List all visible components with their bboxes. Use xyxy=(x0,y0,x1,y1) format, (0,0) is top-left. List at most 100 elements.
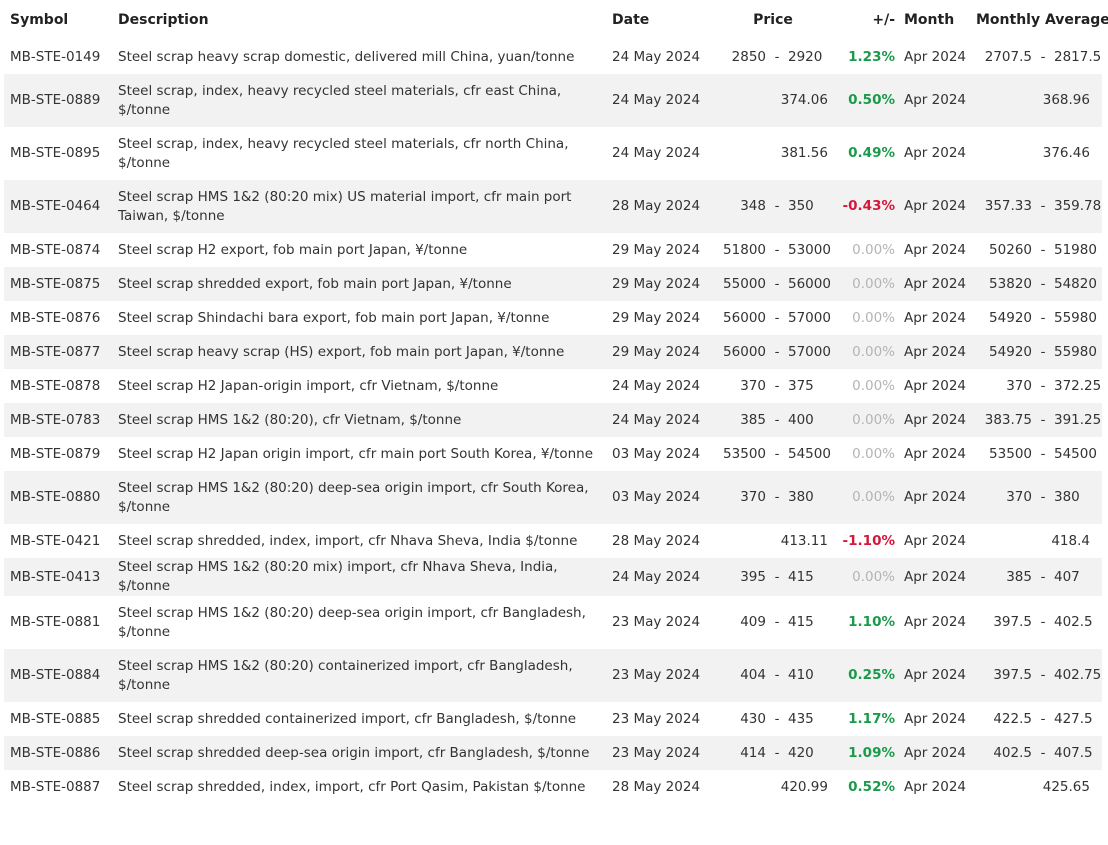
price: 348-350 xyxy=(706,180,834,233)
range-high: 54500 xyxy=(788,445,831,462)
range-low: 370 xyxy=(740,377,766,394)
range-high: 53000 xyxy=(788,241,831,258)
range-separator: - xyxy=(1040,275,1046,292)
value-range: 409-415 xyxy=(712,613,834,632)
description: Steel scrap HMS 1&2 (80:20) deep-sea ori… xyxy=(118,479,589,515)
range-high: 380 xyxy=(1054,489,1080,505)
symbol: MB-STE-0876 xyxy=(10,309,101,326)
value-range: 56000-57000 xyxy=(712,343,834,362)
range-separator: - xyxy=(1040,667,1046,683)
price: 385-400 xyxy=(706,403,834,437)
price: 370-380 xyxy=(706,471,834,524)
price: 374.06 xyxy=(706,74,834,127)
price-table: Symbol Description Date Price +/- Month Monthl… xyxy=(4,0,1108,804)
monthly-average: 425.65 xyxy=(970,770,1102,804)
table-row: MB-STE-0149 Steel scrap heavy scrap domes… xyxy=(4,40,1102,74)
value-range: 55000-56000 xyxy=(712,275,834,294)
value-range: 357.33-359.78 xyxy=(976,197,1102,216)
value: 381.56 xyxy=(780,145,828,161)
price: 381.56 xyxy=(706,127,834,180)
range-separator: - xyxy=(1040,377,1046,394)
range-low: 53500 xyxy=(723,445,766,462)
monthly-average: 50260-51980 xyxy=(970,233,1102,267)
range-low: 2707.5 xyxy=(984,48,1032,65)
range-high: 420 xyxy=(788,744,814,761)
value-range: 422.5-427.5 xyxy=(976,710,1102,729)
range-high: 435 xyxy=(788,710,814,727)
range-high: 55980 xyxy=(1054,309,1097,326)
description: Steel scrap shredded export, fob main po… xyxy=(118,275,512,292)
value-range: 50260-51980 xyxy=(976,241,1102,260)
change: 1.09% xyxy=(848,744,895,761)
symbol: MB-STE-0884 xyxy=(10,667,101,683)
description: Steel scrap H2 Japan origin import, cfr … xyxy=(118,445,594,462)
range-high: 2920 xyxy=(788,48,823,65)
range-high: 56000 xyxy=(788,275,831,292)
date: 29 May 2024 xyxy=(612,241,701,258)
symbol: MB-STE-0880 xyxy=(10,489,101,505)
range-high: 400 xyxy=(788,411,814,428)
monthly-average: 402.5-407.5 xyxy=(970,736,1102,770)
change: 0.00% xyxy=(852,411,895,428)
table-row: MB-STE-0895 Steel scrap, index, heavy rec… xyxy=(4,127,1102,180)
range-low: 370 xyxy=(1006,377,1032,394)
value-range: 370-372.25 xyxy=(976,377,1102,396)
price: 56000-57000 xyxy=(706,301,834,335)
description: Steel scrap shredded, index, import, cfr… xyxy=(118,778,586,795)
value-range: 383.75-391.25 xyxy=(976,411,1102,430)
date: 29 May 2024 xyxy=(612,275,701,292)
date: 28 May 2024 xyxy=(612,532,701,549)
range-low: 348 xyxy=(740,198,766,214)
value-range: 2707.5-2817.5 xyxy=(976,48,1102,67)
monthly-average: 2707.5-2817.5 xyxy=(970,40,1102,74)
month: Apr 2024 xyxy=(904,309,967,326)
change: 0.50% xyxy=(848,92,895,108)
range-separator: - xyxy=(774,343,780,360)
range-low: 53820 xyxy=(989,275,1032,292)
symbol: MB-STE-0886 xyxy=(10,744,101,761)
description: Steel scrap HMS 1&2 (80:20) deep-sea ori… xyxy=(118,604,586,640)
range-high: 359.78 xyxy=(1054,198,1102,214)
description: Steel scrap HMS 1&2 (80:20), cfr Vietnam… xyxy=(118,411,462,428)
description: Steel scrap shredded, index, import, cfr… xyxy=(118,532,578,549)
range-separator: - xyxy=(774,48,780,65)
symbol: MB-STE-0149 xyxy=(10,48,101,65)
value-range: 397.5-402.5 xyxy=(976,613,1102,632)
value-range: 402.5-407.5 xyxy=(976,744,1102,763)
month: Apr 2024 xyxy=(904,241,967,258)
value-range: 54920-55980 xyxy=(976,309,1102,328)
table-row: MB-STE-0878 Steel scrap H2 Japan-origin i… xyxy=(4,369,1102,403)
range-low: 385 xyxy=(740,411,766,428)
range-high: 402.75 xyxy=(1054,667,1102,683)
monthly-average: 383.75-391.25 xyxy=(970,403,1102,437)
change: 0.25% xyxy=(848,667,895,683)
description: Steel scrap HMS 1&2 (80:20 mix) import, … xyxy=(118,559,558,594)
monthly-average: 54920-55980 xyxy=(970,335,1102,369)
monthly-average: 385-407 xyxy=(970,558,1102,596)
monthly-average: 418.4 xyxy=(970,524,1102,558)
change: 0.00% xyxy=(852,275,895,292)
range-high: 427.5 xyxy=(1054,710,1093,727)
month: Apr 2024 xyxy=(904,198,967,214)
range-separator: - xyxy=(1040,343,1046,360)
header-row: Symbol Description Date Price +/- Month Monthl… xyxy=(4,0,1108,40)
range-low: 409 xyxy=(740,614,766,630)
description: Steel scrap Shindachi bara export, fob m… xyxy=(118,309,550,326)
table-row: MB-STE-0875 Steel scrap shredded export, … xyxy=(4,267,1102,301)
month: Apr 2024 xyxy=(904,744,967,761)
range-low: 54920 xyxy=(989,343,1032,360)
value: 413.11 xyxy=(780,532,828,549)
range-separator: - xyxy=(774,568,780,585)
date: 03 May 2024 xyxy=(612,489,701,505)
month: Apr 2024 xyxy=(904,568,967,585)
range-high: 2817.5 xyxy=(1054,48,1102,65)
description: Steel scrap HMS 1&2 (80:20 mix) US mater… xyxy=(118,188,572,224)
date: 29 May 2024 xyxy=(612,343,701,360)
symbol: MB-STE-0881 xyxy=(10,614,101,630)
change: 0.00% xyxy=(852,568,895,585)
column-header: +/- xyxy=(872,12,895,28)
table-body: MB-STE-0149 Steel scrap heavy scrap domes… xyxy=(4,40,1102,804)
month: Apr 2024 xyxy=(904,48,967,65)
range-separator: - xyxy=(774,275,780,292)
